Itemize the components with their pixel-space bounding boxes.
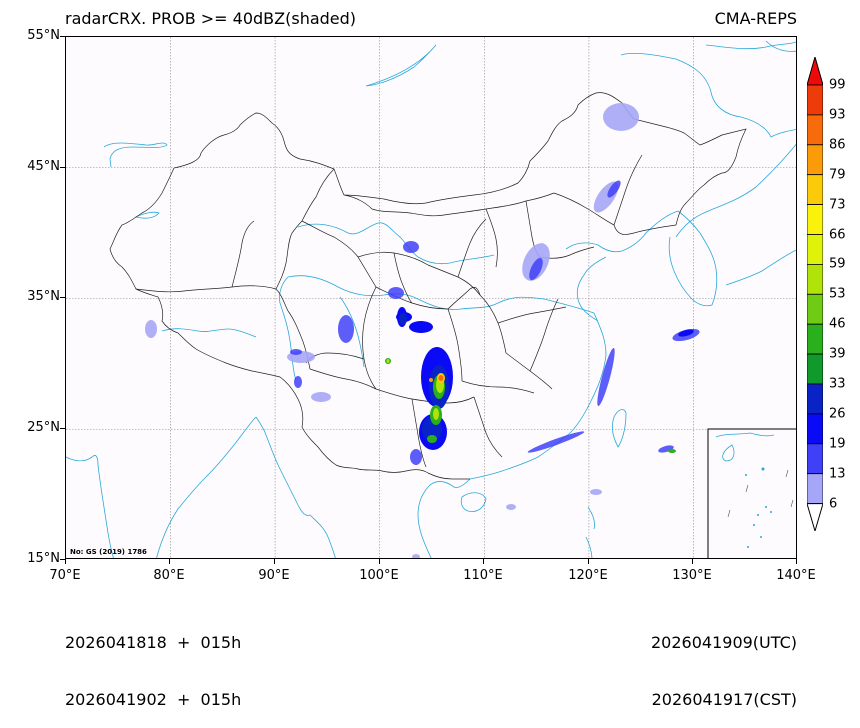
ytick-label: 35°N xyxy=(27,289,60,304)
ytick-label: 15°N xyxy=(27,551,60,566)
ytick-label: 55°N xyxy=(27,28,60,43)
xtick-label: 90°E xyxy=(258,568,290,583)
colorbar-extend-top xyxy=(807,57,823,86)
xtick-mark xyxy=(796,559,797,564)
chart-title: radarCRX. PROB >= 40dBZ(shaded) xyxy=(65,9,357,28)
ytick-mark xyxy=(60,428,65,429)
colorbar-label: 6 xyxy=(829,496,838,512)
south-china-sea-inset xyxy=(707,428,796,558)
colorbar-label: 33 xyxy=(829,376,846,392)
xtick-label: 110°E xyxy=(463,568,503,583)
probability-shading xyxy=(145,103,768,558)
xtick-mark xyxy=(379,559,380,564)
xtick-label: 80°E xyxy=(153,568,185,583)
xtick-mark xyxy=(483,559,484,564)
colorbar-bins xyxy=(807,84,823,505)
colorbar-label: 66 xyxy=(829,227,846,243)
xtick-mark xyxy=(692,559,693,564)
borders xyxy=(109,92,747,480)
colorbar-label: 79 xyxy=(829,167,846,183)
xtick-label: 100°E xyxy=(359,568,399,583)
colorbar-label: 73 xyxy=(829,197,846,213)
map-panel: No: GS (2019) 1786 xyxy=(65,36,797,559)
coastlines xyxy=(66,40,796,558)
init-time-utc: 2026041818 + 015h xyxy=(65,633,242,652)
xtick-mark xyxy=(169,559,170,564)
map-review-number: No: GS (2019) 1786 xyxy=(70,548,147,556)
xtick-mark xyxy=(65,559,66,564)
colorbar-label: 59 xyxy=(829,256,846,272)
colorbar-label: 39 xyxy=(829,346,846,362)
valid-time-utc: 2026041909(UTC) xyxy=(651,633,797,652)
colorbar-label: 53 xyxy=(829,286,846,302)
ytick-mark xyxy=(60,167,65,168)
colorbar-label: 93 xyxy=(829,107,846,123)
colorbar-label: 13 xyxy=(829,466,846,482)
colorbar-label: 86 xyxy=(829,137,846,153)
colorbar-label: 26 xyxy=(829,406,846,422)
graticule xyxy=(66,37,796,558)
valid-time-block: 2026041909(UTC) 2026041917(CST) xyxy=(651,595,797,728)
xtick-label: 70°E xyxy=(49,568,81,583)
colorbar-label: 19 xyxy=(829,436,846,452)
ytick-mark xyxy=(60,559,65,560)
xtick-mark xyxy=(588,559,589,564)
ytick-label: 25°N xyxy=(27,420,60,435)
colorbar-extend-bottom xyxy=(807,503,823,531)
xtick-label: 140°E xyxy=(776,568,816,583)
ytick-mark xyxy=(60,36,65,37)
map-canvas xyxy=(66,37,796,558)
xtick-label: 120°E xyxy=(568,568,608,583)
xtick-mark xyxy=(274,559,275,564)
colorbar xyxy=(807,57,823,531)
colorbar-label: 46 xyxy=(829,316,846,332)
colorbar-label: 99 xyxy=(829,77,846,93)
ytick-label: 45°N xyxy=(27,159,60,174)
init-time-block: 2026041818 + 015h 2026041902 + 015h xyxy=(65,595,241,728)
init-time-cst: 2026041902 + 015h xyxy=(65,690,242,709)
valid-time-cst: 2026041917(CST) xyxy=(651,690,797,709)
model-name: CMA-REPS xyxy=(714,9,797,28)
xtick-label: 130°E xyxy=(672,568,712,583)
ytick-mark xyxy=(60,297,65,298)
